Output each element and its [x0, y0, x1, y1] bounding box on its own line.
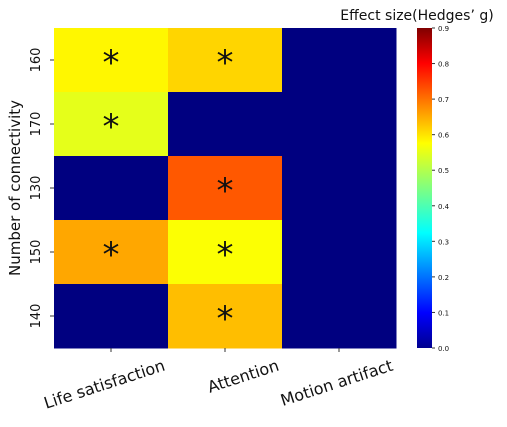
heatmap-cell	[282, 220, 397, 285]
colorbar-tick-label: 0.1	[438, 309, 449, 317]
significance-markers: * * * * * * *	[103, 43, 234, 339]
heatmap-cell	[168, 156, 283, 221]
significance-marker: *	[217, 171, 234, 211]
heatmap-cell	[168, 28, 283, 93]
y-tick-label: 130	[29, 176, 44, 201]
significance-marker: *	[217, 299, 234, 339]
colorbar-tick-label: 0.3	[438, 238, 449, 246]
significance-marker: *	[103, 235, 120, 275]
colorbar-tick-label: 0.6	[438, 132, 450, 140]
heatmap-cell	[282, 156, 397, 221]
x-tick-label: Attention	[205, 356, 281, 397]
heatmap-cell	[168, 284, 283, 349]
x-tick-label: Life satisfaction	[42, 356, 168, 413]
colorbar-tick-label: 0.5	[438, 167, 449, 175]
colorbar-tick-label: 0.4	[438, 203, 450, 211]
significance-marker: *	[217, 43, 234, 83]
y-tick-labels: 160 170 130 150 140	[29, 48, 54, 329]
heatmap-cells	[54, 28, 397, 349]
x-tick-label: Motion artifact	[278, 356, 395, 410]
heatmap-cell	[54, 28, 169, 93]
y-tick-label: 140	[29, 304, 44, 329]
y-tick-label: 150	[29, 240, 44, 265]
colorbar-ticks: 0.0 0.1 0.2 0.3 0.4 0.5 0.6 0.7 0.8 0.9	[432, 25, 450, 353]
heatmap-cell	[54, 92, 169, 157]
colorbar-tick-label: 0.7	[438, 96, 449, 104]
heatmap-cell	[282, 92, 397, 157]
colorbar-label: Effect size(Hedges’ g)	[340, 8, 493, 24]
significance-marker: *	[103, 43, 120, 83]
colorbar-tick-label: 0.0	[438, 345, 449, 353]
heatmap-cell	[168, 220, 283, 285]
heatmap-cell	[282, 284, 397, 349]
colorbar-tick-label: 0.8	[438, 61, 449, 69]
significance-marker: *	[103, 107, 120, 147]
heatmap-cell	[54, 220, 169, 285]
colorbar-gradient	[417, 28, 432, 348]
colorbar-tick-label: 0.2	[438, 274, 449, 282]
y-tick-label: 170	[29, 112, 44, 137]
y-tick-label: 160	[29, 48, 44, 73]
colorbar-tick-label: 0.9	[438, 25, 449, 33]
heatmap-cell	[168, 92, 283, 157]
colorbar: 0.0 0.1 0.2 0.3 0.4 0.5 0.6 0.7 0.8 0.9	[417, 25, 450, 353]
heatmap-cell	[54, 284, 169, 349]
y-axis-label: Number of connectivity	[6, 100, 24, 276]
heatmap-cell	[54, 156, 169, 221]
heatmap-cell	[282, 28, 397, 93]
significance-marker: *	[217, 235, 234, 275]
